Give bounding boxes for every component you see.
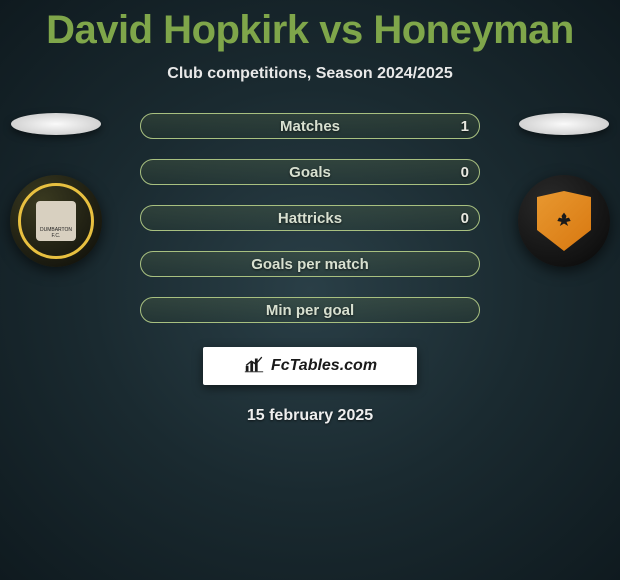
right-player-avatar-placeholder <box>519 113 609 135</box>
left-player-column: DUMBARTON F.C. <box>10 113 102 267</box>
stat-row-hattricks: Hattricks 0 <box>140 205 480 231</box>
right-player-column <box>518 113 610 267</box>
player-left-name: David Hopkirk <box>46 8 308 52</box>
left-player-avatar-placeholder <box>11 113 101 135</box>
stat-right-value: 0 <box>461 164 469 181</box>
stat-right-value: 1 <box>461 118 469 135</box>
vs-separator: vs <box>319 8 373 52</box>
stat-label: Hattricks <box>278 210 342 227</box>
page-title: David Hopkirk vs Honeyman <box>0 0 620 53</box>
subtitle: Club competitions, Season 2024/2025 <box>0 65 620 83</box>
stat-row-goals: Goals 0 <box>140 159 480 185</box>
stat-label: Matches <box>280 118 340 135</box>
comparison-area: DUMBARTON F.C. Matches 1 Goals 0 Hattric… <box>0 113 620 323</box>
player-right-name: Honeyman <box>373 8 574 52</box>
stat-label: Goals per match <box>251 256 369 273</box>
stat-row-goals-per-match: Goals per match <box>140 251 480 277</box>
bar-chart-icon <box>243 353 265 380</box>
crest-right-shield-icon <box>537 191 591 251</box>
stat-right-value: 0 <box>461 210 469 227</box>
crest-left-inner-icon: DUMBARTON F.C. <box>36 201 76 241</box>
stat-row-min-per-goal: Min per goal <box>140 297 480 323</box>
stat-label: Min per goal <box>266 302 354 319</box>
branding-box: FcTables.com <box>203 347 417 385</box>
footer-date: 15 february 2025 <box>0 407 620 425</box>
alloa-athletic-crest <box>518 175 610 267</box>
stat-row-matches: Matches 1 <box>140 113 480 139</box>
stats-column: Matches 1 Goals 0 Hattricks 0 Goals per … <box>140 113 480 323</box>
dumbarton-crest: DUMBARTON F.C. <box>10 175 102 267</box>
stat-label: Goals <box>289 164 331 181</box>
branding-text: FcTables.com <box>271 357 377 375</box>
